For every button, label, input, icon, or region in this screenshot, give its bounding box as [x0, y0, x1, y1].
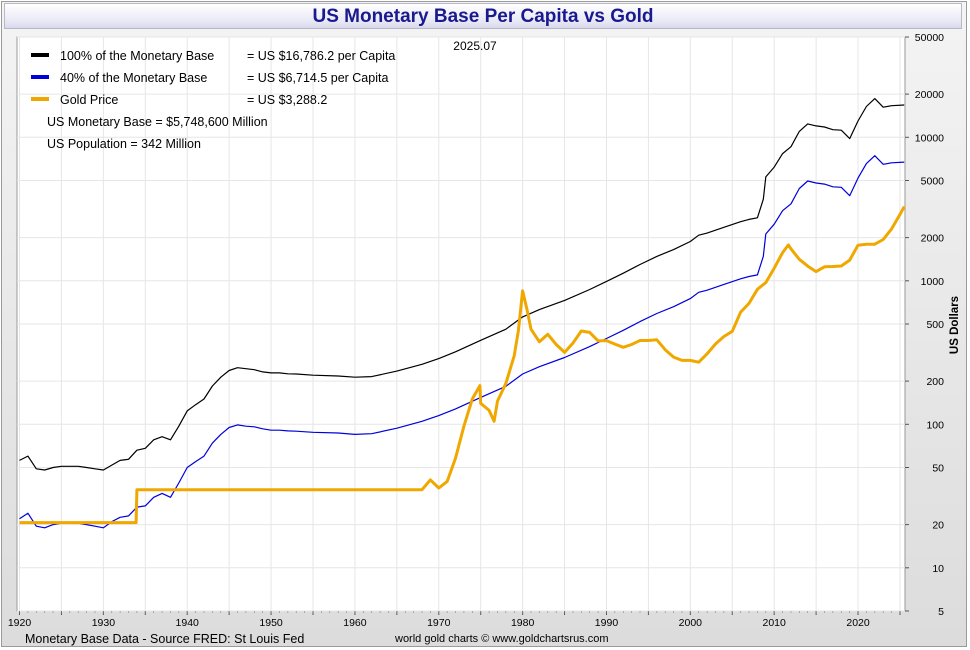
y-tick-label: 2000	[921, 233, 945, 245]
series-line-1	[19, 155, 905, 529]
chart-title: US Monetary Base Per Capita vs Gold	[4, 3, 962, 29]
y-tick-label: 500	[926, 319, 944, 331]
source-right: world gold charts © www.goldchartsrus.co…	[395, 633, 609, 645]
legend-label-1: 40% of the Monetary Base	[60, 71, 207, 85]
y-tick-label: 20	[932, 520, 944, 532]
y-tick-label: 50000	[915, 32, 944, 44]
series-lines	[19, 98, 906, 529]
date-label: 2025.07	[453, 39, 497, 53]
y-axis-ticks: 5 10 20 50 100 200 500 1000 2000 5000 10000 20000 50…	[905, 32, 944, 618]
y-tick-label: 100	[926, 419, 944, 431]
y-tick-label: 5	[938, 606, 944, 618]
series-line-0	[19, 98, 905, 471]
annotation-population: US Population = 342 Million	[47, 137, 201, 151]
x-tick-label: 1940	[176, 617, 200, 629]
annotation-monetary-base: US Monetary Base = $5,748,600 Million	[47, 115, 268, 129]
x-axis-ticks: 1920 1930 1940 1950 1960 1970 1980 1990 2000 2010…	[8, 611, 901, 629]
y-tick-label: 1000	[921, 276, 945, 288]
x-tick-label: 2000	[679, 617, 703, 629]
x-tick-label: 1950	[259, 617, 283, 629]
x-tick-label: 2020	[846, 617, 870, 629]
legend: 100% of the Monetary Base = US $16,786.2…	[31, 49, 395, 151]
legend-label-2: Gold Price	[60, 93, 118, 107]
x-tick-label: 1960	[343, 617, 367, 629]
x-tick-label: 1990	[595, 617, 619, 629]
y-tick-label: 200	[926, 376, 944, 388]
y-axis-label: US Dollars	[949, 296, 961, 354]
legend-value-2: = US $3,288.2	[247, 93, 327, 107]
series-line-2	[19, 205, 906, 525]
y-tick-label: 20000	[915, 89, 944, 101]
grid-lines	[17, 36, 905, 612]
y-tick-label: 50	[932, 463, 944, 475]
x-tick-label: 2010	[763, 617, 787, 629]
legend-label-0: 100% of the Monetary Base	[60, 49, 214, 63]
source-left: Monetary Base Data - Source FRED: St Lou…	[25, 632, 305, 646]
x-tick-label: 1930	[92, 617, 116, 629]
legend-value-1: = US $6,714.5 per Capita	[247, 71, 388, 85]
legend-value-0: = US $16,786.2 per Capita	[247, 49, 395, 63]
x-tick-label: 1980	[511, 617, 535, 629]
x-tick-label: 1920	[8, 617, 32, 629]
y-tick-label: 10	[932, 563, 944, 575]
y-tick-label: 10000	[915, 132, 944, 144]
y-tick-label: 5000	[921, 176, 945, 188]
x-tick-label: 1970	[427, 617, 451, 629]
